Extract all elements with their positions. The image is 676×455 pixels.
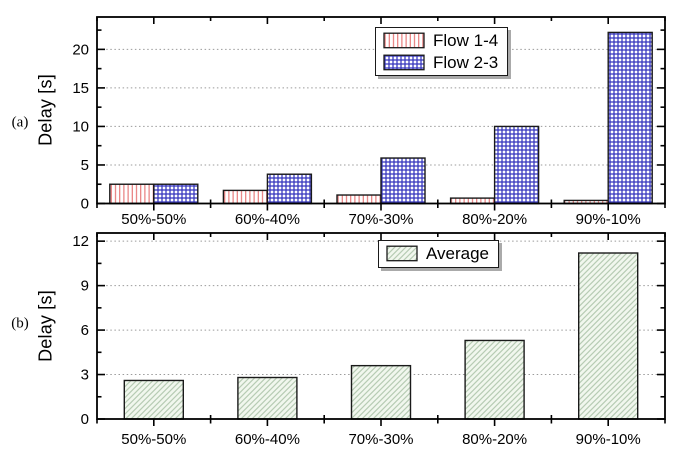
svg-text:70%-30%: 70%-30% [348, 431, 413, 448]
legend-label-flow-2-3: Flow 2-3 [433, 52, 499, 72]
svg-text:6: 6 [81, 322, 89, 339]
average-swatch-icon [386, 245, 418, 262]
legend-item-average: Average [386, 244, 489, 264]
svg-text:90%-10%: 90%-10% [576, 431, 641, 448]
svg-text:10: 10 [72, 118, 89, 135]
svg-text:70%-30%: 70%-30% [348, 211, 413, 228]
svg-text:0: 0 [81, 411, 89, 428]
svg-text:90%-10%: 90%-10% [576, 211, 641, 228]
svg-text:50%-50%: 50%-50% [121, 211, 186, 228]
svg-text:20: 20 [72, 41, 89, 58]
legend-item-flow-1-4: Flow 1-4 [383, 31, 498, 51]
svg-text:15: 15 [72, 80, 89, 97]
flow-2-3-swatch-icon [383, 54, 425, 71]
svg-text:60%-40%: 60%-40% [235, 431, 300, 448]
panel-label-a: (a) [11, 114, 29, 131]
svg-text:60%-40%: 60%-40% [235, 211, 300, 228]
y-axis-title-top: Delay [s] [35, 74, 56, 146]
legend-top: Flow 1-4 Flow 2-3 [375, 27, 509, 77]
legend-bottom: Average [378, 240, 500, 268]
svg-text:5: 5 [81, 157, 89, 174]
panel-label-b: (b) [11, 315, 29, 332]
legend-item-flow-2-3: Flow 2-3 [383, 53, 498, 73]
svg-text:80%-20%: 80%-20% [462, 211, 527, 228]
svg-text:9: 9 [81, 278, 89, 295]
y-axis-title-bottom: Delay [s] [35, 290, 56, 362]
svg-text:80%-20%: 80%-20% [462, 431, 527, 448]
svg-text:12: 12 [72, 233, 89, 250]
svg-text:3: 3 [81, 367, 89, 384]
svg-text:0: 0 [81, 196, 89, 213]
svg-text:50%-50%: 50%-50% [121, 431, 186, 448]
flow-1-4-swatch-icon [383, 32, 425, 49]
legend-label-average: Average [426, 244, 490, 263]
legend-label-flow-1-4: Flow 1-4 [433, 31, 499, 50]
